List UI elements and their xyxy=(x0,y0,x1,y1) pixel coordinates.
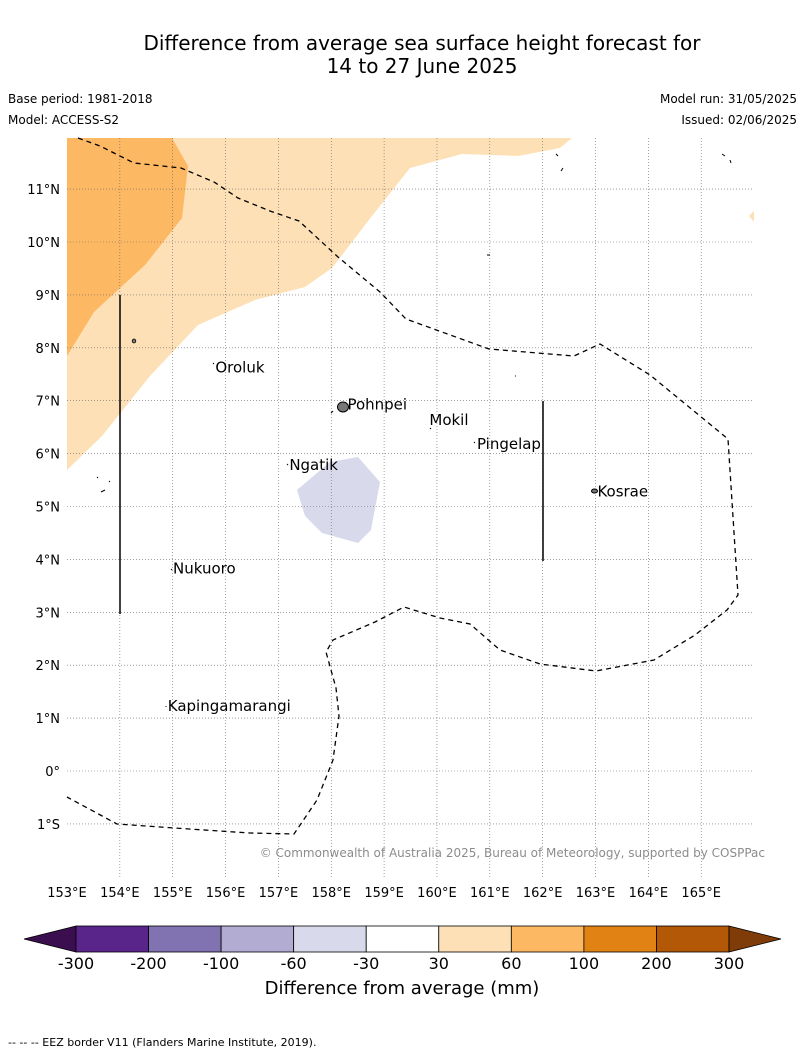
colorbar-segment xyxy=(510,925,585,953)
colorbar-segment xyxy=(583,925,657,953)
colorbar-segment xyxy=(148,925,222,953)
footer-note: -- -- -- EEZ border V11 (Flanders Marine… xyxy=(8,1036,317,1049)
model-run-label: Model run: 31/05/2025 xyxy=(659,92,797,106)
longitude-tick-label: 165°E xyxy=(681,886,721,901)
latitude-tick-label: 5°N xyxy=(36,501,61,516)
latitude-tick-label: 3°N xyxy=(36,606,61,621)
colorbar-tick-label: -200 xyxy=(130,954,166,973)
latitude-tick-label: 10°N xyxy=(27,236,60,251)
colorbar-segment xyxy=(220,925,295,953)
place-label-ngatik: Ngatik xyxy=(289,456,338,474)
anomaly-60-100-region xyxy=(67,138,188,356)
longitude-tick-label: 153°E xyxy=(47,886,87,901)
place-labels: Oroluk Pohnpei Mokil Pingelap Ngatik Kosrae Nu… xyxy=(168,358,648,715)
title-line-2: 14 to 27 June 2025 xyxy=(326,54,518,78)
colorbar-title: Difference from average (mm) xyxy=(264,978,540,999)
latitude-tick-label: 4°N xyxy=(36,553,61,568)
base-period-label: Base period: 1981-2018 xyxy=(8,92,153,106)
copyright-notice: © Commonwealth of Australia 2025, Bureau… xyxy=(260,846,765,860)
longitude-tick-label: 158°E xyxy=(311,886,351,901)
longitude-tick-label: 156°E xyxy=(206,886,246,901)
longitude-tick-label: 163°E xyxy=(576,886,616,901)
longitude-tick-label: 155°E xyxy=(153,886,193,901)
latitude-tick-label: 1°N xyxy=(36,712,61,727)
colorbar-segment xyxy=(438,925,512,953)
longitude-tick-label: 159°E xyxy=(364,886,404,901)
longitude-labels: 153°E 154°E 155°E 156°E 157°E 158°E 159°E 160°E… xyxy=(47,886,721,901)
longitude-tick-label: 162°E xyxy=(523,886,563,901)
kosrae-island xyxy=(591,488,598,494)
colorbar-tick-label: 100 xyxy=(569,954,600,973)
place-label-pingelap: Pingelap xyxy=(477,435,541,453)
colorbar-extend-high xyxy=(728,925,782,953)
colorbar-segment xyxy=(293,925,367,953)
colorbar-segment xyxy=(656,925,730,953)
latitude-tick-label: 6°N xyxy=(36,448,61,463)
chart-title: Difference from average sea surface heig… xyxy=(0,32,804,78)
atoll-marks xyxy=(96,153,732,707)
colorbar-tick-label: -300 xyxy=(58,954,94,973)
map-panel: Oroluk Pohnpei Mokil Pingelap Ngatik Kosrae Nu… xyxy=(66,137,754,878)
longitude-tick-label: 160°E xyxy=(417,886,457,901)
colorbar-extend-low xyxy=(23,925,77,953)
latitude-labels: 11°N 10°N 9°N 8°N 7°N 6°N 5°N 4°N 3°N 2°N 1°N 0° 1°S xyxy=(27,183,60,833)
place-label-oroluk: Oroluk xyxy=(215,358,264,376)
colorbar-tick-label: 200 xyxy=(641,954,672,973)
colorbar: -300 -200 -100 -60 -30 30 60 100 200 300 xyxy=(23,925,782,973)
colorbar-tick-label: -30 xyxy=(353,954,379,973)
latitude-tick-label: 0° xyxy=(45,765,60,780)
title-line-1: Difference from average sea surface heig… xyxy=(143,31,701,55)
colorbar-segment xyxy=(75,925,149,953)
longitude-tick-label: 164°E xyxy=(629,886,669,901)
longitude-tick-label: 157°E xyxy=(259,886,299,901)
issued-label: Issued: 02/06/2025 xyxy=(681,113,797,127)
latitude-tick-label: 8°N xyxy=(36,342,61,357)
longitude-tick-label: 161°E xyxy=(470,886,510,901)
small-island-1 xyxy=(131,338,137,344)
colorbar-segment xyxy=(365,925,440,953)
latitude-tick-label: 11°N xyxy=(27,183,60,198)
pohnpei-island xyxy=(337,401,349,413)
latitude-tick-label: 9°N xyxy=(36,289,61,304)
place-label-mokil: Mokil xyxy=(429,411,468,429)
place-label-kosrae: Kosrae xyxy=(597,483,648,501)
anomaly-minus30-minus60-region xyxy=(297,457,380,543)
colorbar-tick-label: 300 xyxy=(714,954,745,973)
colorbar-tick-label: 60 xyxy=(501,954,521,973)
anomaly-30-60-region xyxy=(67,138,572,470)
eez-border-north xyxy=(66,137,739,835)
place-label-pohnpei: Pohnpei xyxy=(347,395,407,413)
anomaly-small-patch xyxy=(749,211,754,222)
model-label: Model: ACCESS-S2 xyxy=(8,113,120,127)
colorbar-tick-label: -60 xyxy=(281,954,307,973)
latitude-tick-label: 7°N xyxy=(36,395,61,410)
latitude-tick-label: 1°S xyxy=(37,818,60,833)
colorbar-tick-label: -100 xyxy=(203,954,239,973)
latitude-tick-label: 2°N xyxy=(36,659,61,674)
longitude-tick-label: 154°E xyxy=(100,886,140,901)
colorbar-tick-label: 30 xyxy=(429,954,449,973)
place-label-nukuoro: Nukuoro xyxy=(173,559,236,577)
place-label-kapingamarangi: Kapingamarangi xyxy=(168,697,291,715)
